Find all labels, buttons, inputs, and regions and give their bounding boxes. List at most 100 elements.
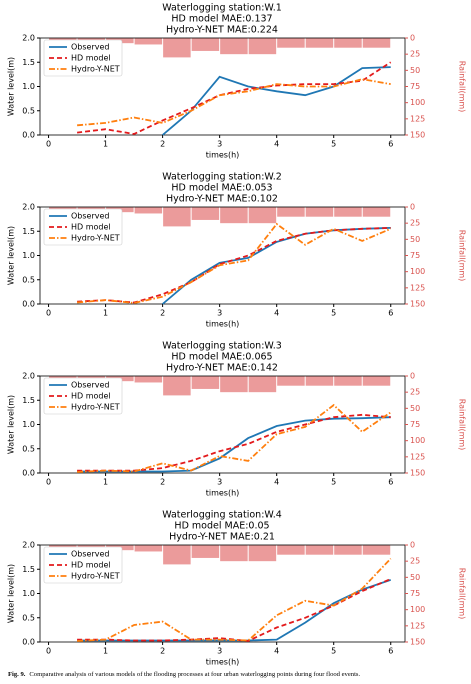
x-tick-label: 1 [103,140,108,149]
caption-label: Fig. 9. [8,671,26,678]
legend-box [43,39,123,77]
y-tick-label: 1.5 [22,58,35,67]
rainfall-bar [277,38,305,48]
legend-label: Hydro-Y-NET [71,403,120,412]
chart-title: Waterlogging station:W.4 [162,510,282,521]
rainfall-bar [77,207,106,211]
chart-title: HD model MAE:0.065 [171,352,272,363]
x-tick-label: 6 [388,478,393,487]
x-tick-label: 0 [46,647,51,656]
y-tick-label: 0.0 [22,469,35,478]
y-tick-label: 0.5 [22,106,35,115]
y2-tick-label: 100 [410,98,425,107]
rainfall-bar [220,207,248,224]
legend-label: Observed [71,381,110,390]
legend-label: HD model [71,223,111,232]
y-tick-label: 0.5 [22,275,35,284]
series-line [162,66,391,136]
y2-tick-label: 75 [410,251,420,260]
y2-axis-label: Rainfall(mm) [458,399,467,451]
rainfall-bar [77,545,106,549]
rainfall-bar [248,545,277,562]
y2-axis-label: Rainfall(mm) [458,230,467,282]
y2-tick-label: 125 [410,283,425,292]
x-axis-label: times(h) [206,658,240,667]
rainfall-bar [191,545,220,558]
series-line [77,557,392,642]
x-tick-label: 0 [46,309,51,318]
x-tick-label: 5 [331,140,336,149]
x-tick-label: 1 [103,647,108,656]
rainfall-bar [362,38,391,48]
rainfall-bar [220,38,248,55]
rainfall-bar [305,38,334,48]
x-tick-label: 3 [217,478,222,487]
legend-box [43,377,123,415]
rainfall-bar [191,207,220,220]
rainfall-bar [77,38,106,42]
y2-axis-label: Rainfall(mm) [458,61,467,113]
rainfall-bar [305,376,334,386]
x-tick-label: 3 [217,647,222,656]
series-line [77,78,391,127]
legend-label: Hydro-Y-NET [71,234,120,243]
legend-label: Observed [71,43,110,52]
y2-tick-label: 75 [410,420,420,429]
x-tick-label: 2 [160,647,165,656]
y-axis-label: Water level(m) [7,57,16,116]
series-line [76,61,392,135]
x-tick-label: 2 [160,478,165,487]
rainfall-bar [362,207,391,217]
x-tick-label: 5 [331,478,336,487]
rainfall-bar [305,545,334,555]
y-axis-label: Water level(m) [7,395,16,454]
rainfall-bar [248,376,277,393]
y2-tick-label: 100 [410,605,425,614]
y2-tick-label: 125 [410,621,425,630]
series-line [77,413,391,472]
x-tick-label: 3 [217,140,222,149]
y2-tick-label: 25 [410,388,420,397]
y2-tick-label: 25 [410,557,420,566]
rainfall-bar [77,376,106,380]
chart-title: HD model MAE:0.05 [174,521,269,532]
rainfall-bar [362,545,391,555]
y2-tick-label: 75 [410,82,420,91]
x-tick-label: 6 [388,647,393,656]
chart-title: HD model MAE:0.053 [171,183,272,194]
y2-tick-label: 0 [410,203,415,212]
y2-tick-label: 150 [410,469,425,478]
rainfall-bar [362,376,391,386]
chart-title: Waterlogging station:W.3 [162,341,282,352]
y2-tick-label: 125 [410,114,425,123]
series-line [77,416,391,473]
x-tick-label: 3 [217,309,222,318]
y2-tick-label: 50 [410,235,420,244]
x-tick-label: 4 [274,478,279,487]
rainfall-bar [163,207,191,227]
chart-title: Hydro-Y-NET MAE:0.224 [166,25,278,36]
legend-label: Hydro-Y-NET [71,65,120,74]
x-tick-label: 6 [388,309,393,318]
y-tick-label: 1.0 [22,589,35,598]
rainfall-bar [163,376,191,396]
rainfall-bar [220,545,248,562]
y2-tick-label: 150 [410,300,425,309]
x-axis-label: times(h) [206,320,240,329]
y2-tick-label: 50 [410,404,420,413]
legend-label: Observed [71,550,110,559]
y2-tick-label: 50 [410,573,420,582]
rainfall-bar [277,207,305,217]
rainfall-bar [49,38,77,42]
y2-tick-label: 150 [410,131,425,140]
x-tick-label: 2 [160,309,165,318]
rainfall-bar [134,207,163,214]
x-tick-label: 1 [103,478,108,487]
legend-label: HD model [71,54,111,63]
x-tick-label: 6 [388,140,393,149]
legend-label: HD model [71,392,111,401]
y-axis-label: Water level(m) [7,564,16,623]
y-axis-label: Water level(m) [7,226,16,285]
rainfall-bar [191,376,220,389]
y2-tick-label: 0 [410,34,415,43]
